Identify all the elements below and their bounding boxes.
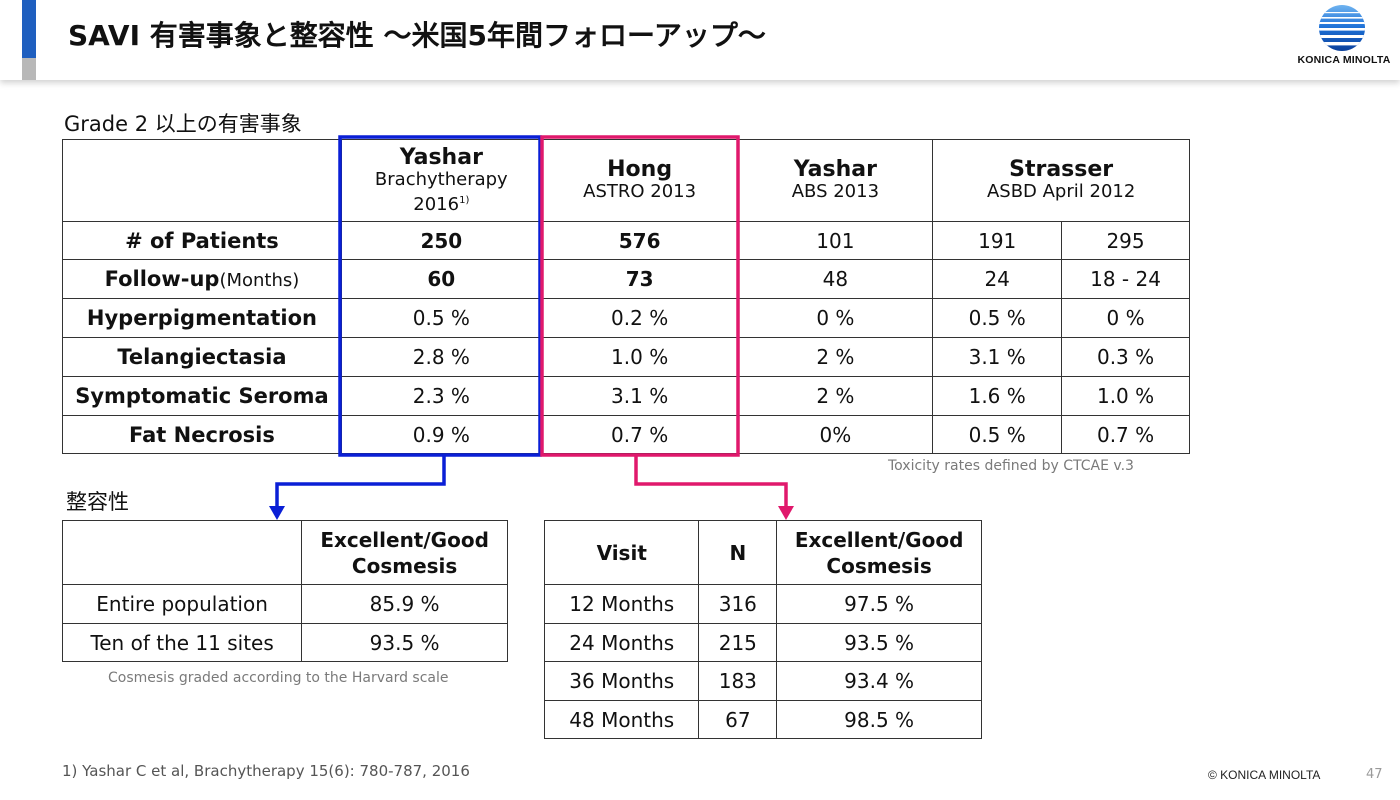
- table-cell: 1.0 %: [1061, 376, 1190, 416]
- table-row: Telangiectasia 2.8 % 1.0 % 2 % 3.1 % 0.3…: [62, 337, 1190, 377]
- table-cell: 250: [340, 221, 542, 260]
- header-study-1: Yashar Brachytherapy 20161): [340, 139, 542, 222]
- header-cosmesis: Excellent/Good Cosmesis: [301, 520, 508, 585]
- table-cell: 0%: [737, 415, 934, 454]
- table-cell: 3.1 %: [540, 376, 739, 416]
- table-cell: 18 - 24: [1061, 259, 1190, 299]
- header-empty-cell: [61, 520, 303, 585]
- table-row: 12 Months 316 97.5 %: [543, 584, 982, 624]
- header-empty-cell: [62, 139, 342, 222]
- accent-bar: [22, 0, 36, 58]
- adverse-events-label: Grade 2 以上の有害事象: [64, 112, 302, 136]
- row-label: Telangiectasia: [62, 337, 342, 377]
- table-cell: 2.3 %: [340, 376, 542, 416]
- table-cell: 0 %: [1061, 298, 1190, 338]
- table-row: Hyperpigmentation 0.5 % 0.2 % 0 % 0.5 % …: [62, 298, 1190, 338]
- row-label: Hyperpigmentation: [62, 298, 342, 338]
- konica-minolta-globe-icon: [1319, 5, 1365, 51]
- slide-header: SAVI 有害事象と整容性 ～米国5年間フォローアップ～ KONIC: [0, 0, 1400, 80]
- table-row: Entire population 85.9 %: [61, 584, 508, 624]
- company-logo: KONICA MINOLTA: [1288, 4, 1400, 70]
- table-cell: 576: [540, 221, 739, 260]
- table-cell: 2.8 %: [340, 337, 542, 377]
- row-label: Ten of the 11 sites: [61, 623, 303, 662]
- table-cell: 93.4 %: [776, 661, 982, 701]
- table-cell: 101: [737, 221, 934, 260]
- table-cell: 183: [698, 661, 778, 701]
- table-row: # of Patients 250 576 101 191 295: [62, 221, 1190, 260]
- blue-connector-arrow: [275, 456, 446, 508]
- slide-title: SAVI 有害事象と整容性 ～米国5年間フォローアップ～: [68, 19, 766, 52]
- copyright: © KONICA MINOLTA: [1208, 768, 1321, 782]
- table-cell: 0 %: [737, 298, 934, 338]
- table-cell: 0.9 %: [340, 415, 542, 454]
- table-cell: 48: [737, 259, 934, 299]
- header-study-3: Yashar ABS 2013: [737, 139, 934, 222]
- pink-connector-arrow: [634, 456, 788, 508]
- cosmesis-by-visit-table: Visit N Excellent/Good Cosmesis 12 Month…: [543, 520, 982, 739]
- table-header-row: Excellent/Good Cosmesis: [61, 520, 508, 585]
- row-label: Follow-up(Months): [62, 259, 342, 299]
- table-cell: 2 %: [737, 376, 934, 416]
- table-cell: 97.5 %: [776, 584, 982, 624]
- table-row: Symptomatic Seroma 2.3 % 3.1 % 2 % 1.6 %…: [62, 376, 1190, 416]
- table-cell: 1.0 %: [540, 337, 739, 377]
- table-cell: 0.7 %: [540, 415, 739, 454]
- logo-text: KONICA MINOLTA: [1297, 54, 1391, 66]
- table-row: Follow-up(Months) 60 73 48 24 18 - 24: [62, 259, 1190, 299]
- table-header-row: Yashar Brachytherapy 20161) Hong ASTRO 2…: [62, 139, 1190, 222]
- harvard-scale-note: Cosmesis graded according to the Harvard…: [108, 670, 449, 686]
- table-cell: 0.3 %: [1061, 337, 1190, 377]
- table-row: Fat Necrosis 0.9 % 0.7 % 0% 0.5 % 0.7 %: [62, 415, 1190, 454]
- table-cell: 98.5 %: [776, 700, 982, 739]
- header-n: N: [698, 520, 778, 585]
- table-cell: 12 Months: [543, 584, 700, 624]
- toxicity-note: Toxicity rates defined by CTCAE v.3: [888, 458, 1134, 474]
- table-cell: 3.1 %: [932, 337, 1063, 377]
- reference-footnote: 1) Yashar C et al, Brachytherapy 15(6): …: [62, 762, 470, 780]
- header-study-4: Strasser ASBD April 2012: [932, 139, 1190, 222]
- table-row: Ten of the 11 sites 93.5 %: [61, 623, 508, 662]
- table-cell: 93.5 %: [776, 623, 982, 662]
- accent-bar-gray: [22, 58, 36, 80]
- table-cell: 316: [698, 584, 778, 624]
- table-cell: 0.7 %: [1061, 415, 1190, 454]
- table-cell: 215: [698, 623, 778, 662]
- cosmesis-summary-table: Excellent/Good Cosmesis Entire populatio…: [61, 520, 508, 662]
- table-cell: 93.5 %: [301, 623, 508, 662]
- table-cell: 0.5 %: [932, 298, 1063, 338]
- table-cell: 24: [932, 259, 1063, 299]
- header-visit: Visit: [543, 520, 700, 585]
- table-cell: 85.9 %: [301, 584, 508, 624]
- table-row: 48 Months 67 98.5 %: [543, 700, 982, 739]
- table-cell: 295: [1061, 221, 1190, 260]
- table-row: 36 Months 183 93.4 %: [543, 661, 982, 701]
- header-study-2: Hong ASTRO 2013: [540, 139, 739, 222]
- pink-arrow-head-icon: [778, 506, 794, 520]
- table-cell: 2 %: [737, 337, 934, 377]
- table-cell: 1.6 %: [932, 376, 1063, 416]
- table-cell: 0.5 %: [932, 415, 1063, 454]
- adverse-events-table: Yashar Brachytherapy 20161) Hong ASTRO 2…: [62, 139, 1190, 454]
- blue-arrow-head-icon: [269, 506, 285, 520]
- page-number: 47: [1366, 767, 1383, 782]
- cosmesis-label: 整容性: [66, 490, 129, 514]
- table-cell: 191: [932, 221, 1063, 260]
- table-cell: 48 Months: [543, 700, 700, 739]
- row-label: Entire population: [61, 584, 303, 624]
- table-cell: 24 Months: [543, 623, 700, 662]
- table-cell: 36 Months: [543, 661, 700, 701]
- table-cell: 0.5 %: [340, 298, 542, 338]
- table-cell: 67: [698, 700, 778, 739]
- table-cell: 73: [540, 259, 739, 299]
- header-cosmesis: Excellent/Good Cosmesis: [776, 520, 982, 585]
- row-label: Symptomatic Seroma: [62, 376, 342, 416]
- table-cell: 60: [340, 259, 542, 299]
- table-header-row: Visit N Excellent/Good Cosmesis: [543, 520, 982, 585]
- table-cell: 0.2 %: [540, 298, 739, 338]
- row-label: Fat Necrosis: [62, 415, 342, 454]
- row-label: # of Patients: [62, 221, 342, 260]
- table-row: 24 Months 215 93.5 %: [543, 623, 982, 662]
